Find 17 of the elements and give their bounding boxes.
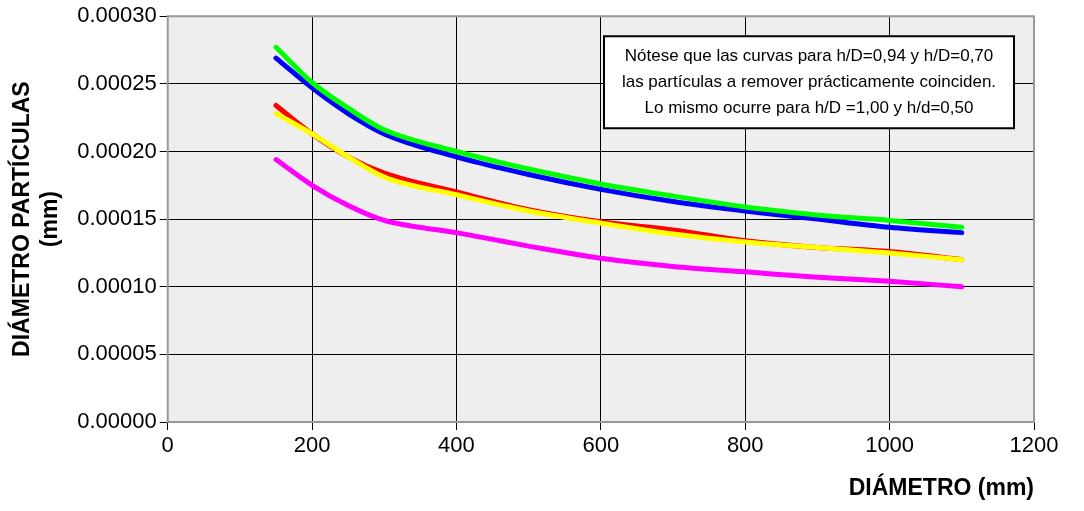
x-tick-label: 800 [726, 432, 764, 458]
y-tick-label: 0.00030 [77, 2, 157, 28]
y-tick-label: 0.00015 [77, 205, 157, 231]
x-tick-label: 1200 [1009, 432, 1059, 458]
y-tick-label: 0.00000 [77, 408, 157, 434]
x-tick-label: 0 [161, 432, 174, 458]
y-tick-label: 0.00010 [77, 272, 157, 298]
x-tick-label: 400 [438, 432, 475, 458]
x-tick-label: 600 [582, 432, 620, 458]
x-axis-title: DIÁMETRO (mm) [848, 472, 1034, 500]
y-axis-title: DIÁMETRO PARTÍCULAS (mm) [7, 81, 62, 357]
y-tick-label: 0.00005 [77, 340, 157, 366]
annotation: Nótese que las curvas para h/D=0,94 y h/D=0,70 las partículas a remover prácticamente coinciden. Lo mismo ocurre para h/D =1,00 y h/d=0,50 [621, 45, 997, 117]
y-tick-label: 0.00025 [77, 69, 157, 95]
y-tick-label: 0.00020 [77, 137, 157, 163]
x-tick-label: 1000 [865, 432, 915, 458]
x-tick-label: 200 [293, 432, 331, 458]
